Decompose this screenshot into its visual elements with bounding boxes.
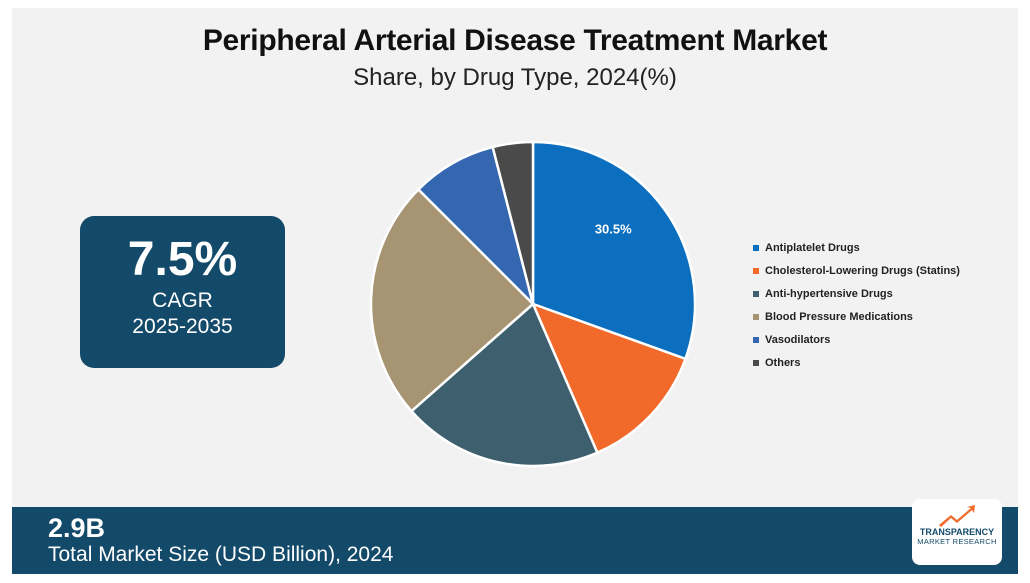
logo-text-line2: MARKET RESEARCH — [917, 537, 997, 546]
legend-swatch — [753, 336, 759, 343]
legend-label: Vasodilators — [765, 333, 831, 346]
footer-bar: 2.9B Total Market Size (USD Billion), 20… — [12, 499, 1018, 574]
cagr-label: CAGR — [152, 289, 213, 312]
legend-swatch — [753, 244, 759, 251]
company-logo: TRANSPARENCY MARKET RESEARCH — [912, 499, 1002, 565]
pie-data-label-0: 30.5% — [595, 221, 632, 236]
legend-item: Blood Pressure Medications — [753, 305, 960, 328]
chart-legend: Antiplatelet Drugs Cholesterol-Lowering D… — [753, 236, 960, 374]
legend-swatch — [753, 313, 759, 320]
pie-slice-0 — [531, 140, 697, 361]
chart-subtitle: Share, by Drug Type, 2024(%) — [353, 64, 677, 91]
cagr-period: 2025-2035 — [132, 315, 233, 338]
legend-swatch — [753, 359, 759, 366]
legend-label: Cholesterol-Lowering Drugs (Statins) — [765, 264, 960, 277]
legend-label: Anti-hypertensive Drugs — [765, 287, 893, 300]
legend-label: Blood Pressure Medications — [765, 310, 913, 323]
cagr-value: 7.5% — [127, 233, 238, 286]
pie-chart: 30.5% — [369, 140, 697, 468]
legend-item: Cholesterol-Lowering Drugs (Statins) — [753, 259, 960, 282]
legend-label: Antiplatelet Drugs — [765, 241, 860, 254]
logo-arrow-icon — [939, 505, 975, 527]
legend-item: Others — [753, 351, 960, 374]
pie-slice-1 — [530, 301, 688, 455]
legend-item: Antiplatelet Drugs — [753, 236, 960, 259]
market-size-value: 2.9B — [48, 513, 106, 543]
legend-label: Others — [765, 356, 801, 369]
legend-swatch — [753, 267, 759, 274]
cagr-box: 7.5% CAGR 2025-2035 — [80, 216, 285, 368]
logo-text-line1: TRANSPARENCY — [919, 527, 995, 537]
market-size-label: Total Market Size (USD Billion), 2024 — [48, 543, 394, 566]
chart-frame: Peripheral Arterial Disease Treatment Ma… — [12, 8, 1018, 574]
pie-slice-2 — [409, 301, 599, 468]
legend-item: Anti-hypertensive Drugs — [753, 282, 960, 305]
pie-slice-3 — [369, 187, 535, 413]
legend-item: Vasodilators — [753, 328, 960, 351]
pie-slice-4 — [416, 145, 536, 309]
pie-slice-5 — [491, 140, 535, 305]
legend-swatch — [753, 290, 759, 297]
chart-title: Peripheral Arterial Disease Treatment Ma… — [202, 24, 828, 57]
